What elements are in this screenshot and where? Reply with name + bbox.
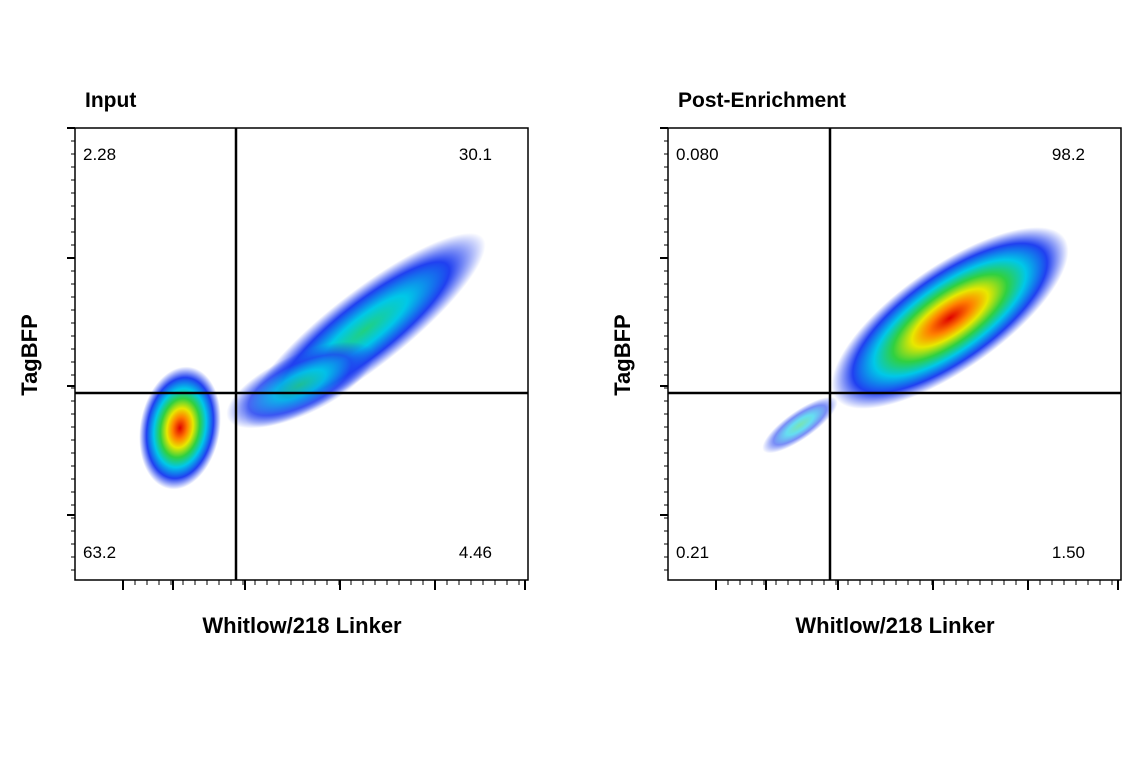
quadrant-percent: 30.1 — [459, 145, 492, 164]
quadrant-percent: 4.46 — [459, 543, 492, 562]
quadrant-percent: 0.080 — [676, 145, 719, 164]
quadrant-percent: 0.21 — [676, 543, 709, 562]
y-axis-label: TagBFP — [17, 314, 42, 395]
quadrant-percent: 98.2 — [1052, 145, 1085, 164]
x-axis-label: Whitlow/218 Linker — [202, 613, 402, 638]
y-axis-label: TagBFP — [610, 314, 635, 395]
density-cloud — [139, 227, 1069, 490]
plot-frame — [667, 127, 1122, 581]
quadrant-percent: 1.50 — [1052, 543, 1085, 562]
plot-frame — [74, 127, 529, 581]
quadrant-percent: 2.28 — [83, 145, 116, 164]
panel-title: Input — [85, 89, 136, 112]
quadrant-percent: 63.2 — [83, 543, 116, 562]
panel-title: Post-Enrichment — [678, 89, 846, 112]
x-axis-label: Whitlow/218 Linker — [795, 613, 995, 638]
